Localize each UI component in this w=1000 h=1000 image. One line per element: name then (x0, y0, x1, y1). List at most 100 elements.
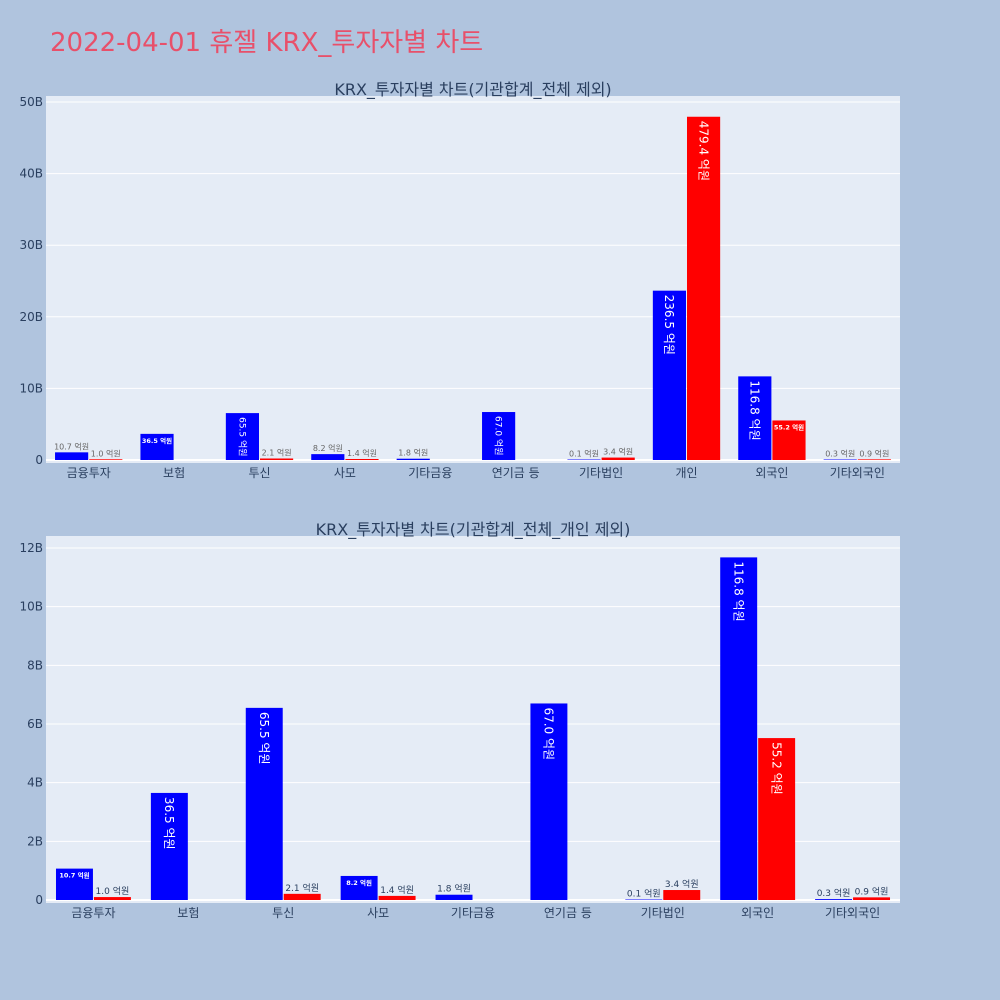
bar-value-label: 0.3 억원 (817, 887, 851, 899)
bar-value-label: 3.4 억원 (603, 447, 633, 457)
bar-value-label: 55.2 억원 (774, 422, 804, 431)
x-tick-label: 금융투자 (67, 466, 111, 480)
bar-blue (55, 452, 89, 460)
bar-blue (738, 376, 772, 460)
bar-value-label: 479.4 억원 (696, 121, 710, 181)
bar-blue (396, 458, 430, 460)
y-tick-label: 10B (19, 600, 43, 614)
bar-value-label: 2.1 억원 (262, 447, 292, 457)
x-tick-label: 투신 (248, 466, 270, 480)
bar-red (260, 458, 294, 460)
bar-value-label: 8.2 억원 (346, 878, 372, 887)
x-tick-label: 기타법인 (641, 906, 685, 920)
x-tick-label: 개인 (675, 466, 697, 480)
subplot-1: 0 10B 20B 30B 40B 50B KRX_투자자별 차트(기관합계_전체 제외) 금… (19, 80, 900, 480)
bar-value-label: 2.1 억원 (285, 882, 319, 894)
bar-value-label: 0.1 억원 (627, 888, 661, 900)
y-tick-label: 10B (19, 381, 43, 395)
bar-value-label: 67.0 억원 (542, 707, 556, 760)
bar-value-label: 1.8 억원 (398, 448, 428, 458)
y-tick-label: 40B (19, 167, 43, 181)
y-tick-label: 30B (19, 238, 43, 252)
bar-value-label: 55.2 억원 (769, 742, 783, 795)
x-tick-label: 기타금융 (408, 466, 452, 480)
bar-value-label: 116.8 억원 (731, 561, 745, 621)
bar-red (857, 459, 891, 460)
y-tick-label: 0 (35, 453, 43, 467)
bar-value-label: 1.4 억원 (380, 884, 414, 896)
subplot-title: KRX_투자자별 차트(기관합계_전체_개인 제외) (316, 520, 631, 540)
bar-value-label: 1.8 억원 (437, 883, 471, 895)
bar-value-label: 65.5 억원 (257, 712, 271, 765)
y-tick-label: 12B (19, 541, 43, 555)
bar-blue (625, 899, 663, 900)
bar-red (663, 890, 701, 900)
bar-value-label: 8.2 억원 (313, 443, 343, 453)
bar-value-label: 1.4 억원 (347, 448, 377, 458)
bar-value-label: 0.9 억원 (855, 885, 889, 897)
bar-red (89, 459, 123, 460)
bar-blue (245, 707, 283, 900)
bar-red (283, 893, 321, 900)
bar-red (687, 116, 721, 460)
y-tick-label: 8B (27, 658, 43, 672)
bar-red (601, 457, 635, 460)
y-tick-label: 4B (27, 776, 43, 790)
bar-value-label: 116.8 억원 (748, 380, 762, 440)
bar-blue (435, 894, 473, 900)
bar-blue (225, 413, 259, 460)
x-tick-label: 연기금 등 (492, 466, 540, 480)
bar-value-label: 0.3 억원 (825, 449, 855, 459)
bar-value-label: 10.7 억원 (54, 441, 89, 451)
bar-blue (311, 454, 345, 460)
x-tick-label: 투신 (272, 906, 294, 920)
bar-blue (823, 459, 857, 460)
x-tick-label: 기타외국인 (830, 466, 885, 480)
y-tick-label: 2B (27, 834, 43, 848)
plot-area (46, 96, 900, 463)
x-tick-label: 사모 (367, 906, 389, 920)
bar-blue (482, 412, 516, 460)
bar-blue (530, 703, 568, 900)
bar-red (772, 420, 806, 460)
subplot-2: 0 2B 4B 6B 8B 10B 12B KRX_투자자별 차트(기관합계_전체_개인 제외… (19, 520, 900, 920)
bar-value-label: 236.5 억원 (662, 295, 676, 355)
bar-red (853, 897, 891, 900)
x-tick-label: 외국인 (755, 466, 788, 480)
page-title: 2022-04-01 휴젤 KRX_투자자별 차트 (50, 28, 484, 58)
x-tick-label: 연기금 등 (544, 906, 592, 920)
y-tick-label: 0 (35, 893, 43, 907)
y-tick-label: 6B (27, 717, 43, 731)
y-tick-label: 50B (19, 95, 43, 109)
bar-value-label: 1.0 억원 (91, 448, 121, 458)
bar-value-label: 36.5 억원 (142, 436, 172, 445)
x-tick-label: 기타금융 (451, 906, 495, 920)
bar-blue (340, 875, 378, 900)
x-tick-label: 보험 (177, 906, 199, 920)
x-tick-label: 기타외국인 (825, 906, 880, 920)
bar-blue (815, 899, 853, 900)
y-tick-label: 20B (19, 310, 43, 324)
x-tick-label: 보험 (163, 466, 185, 480)
x-tick-label: 금융투자 (71, 906, 115, 920)
bar-value-label: 1.0 억원 (96, 885, 130, 897)
bar-value-label: 10.7 억원 (59, 871, 89, 880)
x-tick-label: 외국인 (741, 906, 774, 920)
bar-value-label: 0.9 억원 (859, 448, 889, 458)
bar-value-label: 67.0 억원 (492, 416, 504, 455)
bar-value-label: 3.4 억원 (665, 878, 699, 890)
bar-blue (140, 433, 174, 460)
bar-red (378, 895, 416, 900)
bar-blue (55, 868, 93, 900)
bar-red (93, 897, 131, 900)
x-tick-label: 기타법인 (579, 466, 623, 480)
subplot-title: KRX_투자자별 차트(기관합계_전체 제외) (334, 80, 611, 100)
bar-blue (567, 459, 601, 460)
bar-blue (150, 792, 188, 900)
bar-blue (720, 557, 758, 900)
bar-value-label: 0.1 억원 (569, 449, 599, 459)
x-tick-label: 사모 (334, 466, 356, 480)
bar-blue (652, 290, 686, 460)
bar-value-label: 65.5 억원 (236, 417, 248, 456)
